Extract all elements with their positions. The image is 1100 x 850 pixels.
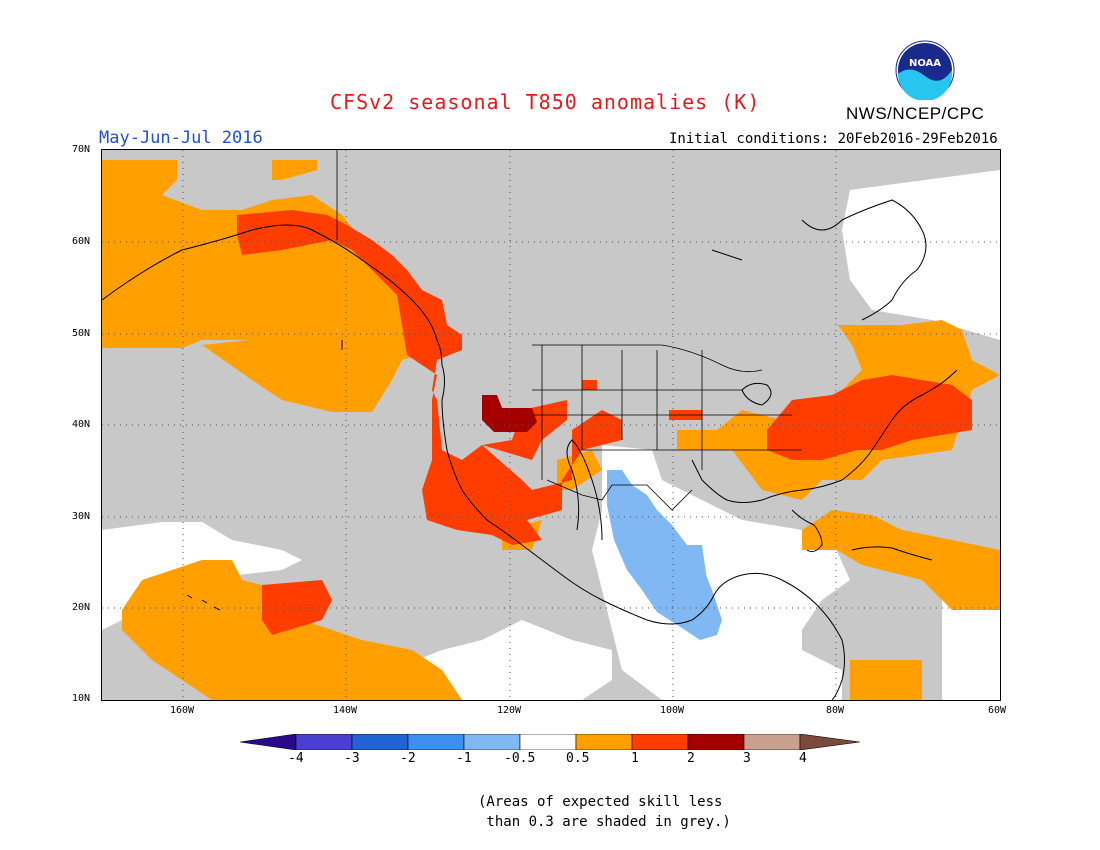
colorbar-swatch-0-5-to-1 bbox=[575, 734, 633, 750]
colorbar bbox=[240, 734, 860, 750]
forecast-period: May-Jun-Jul 2016 bbox=[99, 128, 263, 148]
colorbar-label-minus-3: -3 bbox=[344, 751, 360, 766]
lat-label-40n: 40N bbox=[72, 419, 91, 430]
lat-label-20n: 20N bbox=[72, 602, 91, 613]
colorbar-label-1: 1 bbox=[631, 751, 639, 766]
lon-label-100w: 100W bbox=[660, 705, 685, 716]
lon-label-160w: 160W bbox=[170, 705, 195, 716]
anomaly-2-to-3-regions bbox=[482, 395, 537, 432]
colorbar-swatch-lt-minus-4 bbox=[240, 734, 297, 750]
lat-label-70n: 70N bbox=[72, 144, 91, 155]
colorbar-label-2: 2 bbox=[687, 751, 695, 766]
anomaly-map bbox=[102, 150, 1000, 700]
colorbar-swatch-minus-2-to-minus-1 bbox=[407, 734, 465, 750]
lat-label-60n: 60N bbox=[72, 236, 91, 247]
colorbar-swatch-3-to-4 bbox=[743, 734, 801, 750]
colorbar-label-minus-0-5: -0.5 bbox=[504, 751, 536, 766]
lon-label-80w: 80W bbox=[826, 705, 845, 716]
skill-note-line2: than 0.3 are shaded in grey.) bbox=[478, 814, 731, 830]
colorbar-label-minus-4: -4 bbox=[288, 751, 304, 766]
agency-label: NWS/NCEP/CPC bbox=[846, 104, 985, 123]
colorbar-swatch-gt-4 bbox=[799, 734, 860, 750]
colorbar-swatch-1-to-2 bbox=[631, 734, 689, 750]
political-borders bbox=[336, 150, 802, 511]
lat-label-30n: 30N bbox=[72, 511, 91, 522]
map-panel bbox=[101, 149, 1001, 701]
noaa-logo-icon: NOAA bbox=[895, 40, 955, 100]
colorbar-swatch-minus-3-to-minus-2 bbox=[351, 734, 409, 750]
colorbar-swatch-2-to-3 bbox=[687, 734, 745, 750]
lon-label-120w: 120W bbox=[497, 705, 522, 716]
coastlines bbox=[102, 199, 958, 700]
initial-conditions: Initial conditions: 20Feb2016-29Feb2016 bbox=[669, 131, 998, 147]
colorbar-swatch-minus-4-to-minus-3 bbox=[295, 734, 353, 750]
title-text: CFSv2 seasonal T850 anomalies (K) bbox=[330, 90, 761, 114]
colorbar-label-3: 3 bbox=[743, 751, 751, 766]
lat-label-10n: 10N bbox=[72, 693, 91, 704]
colorbar-swatch-near-zero bbox=[519, 734, 577, 750]
logo-text: NOAA bbox=[909, 58, 941, 69]
skill-note-line1: (Areas of expected skill less bbox=[478, 794, 723, 810]
anomaly-minus-0-5-to-minus-1-regions bbox=[607, 470, 722, 640]
lon-label-60w: 60W bbox=[988, 705, 1007, 716]
lat-label-50n: 50N bbox=[72, 328, 91, 339]
colorbar-label-minus-1: -1 bbox=[456, 751, 472, 766]
colorbar-label-4: 4 bbox=[799, 751, 807, 766]
skill-note: (Areas of expected skill less than 0.3 a… bbox=[478, 792, 731, 832]
colorbar-label-minus-2: -2 bbox=[400, 751, 416, 766]
lon-label-140w: 140W bbox=[333, 705, 358, 716]
anomaly-0-5-to-1-regions bbox=[102, 160, 1000, 700]
colorbar-swatch-minus-1-to-minus-0-5 bbox=[463, 734, 521, 750]
colorbar-label-0-5: 0.5 bbox=[566, 751, 590, 766]
